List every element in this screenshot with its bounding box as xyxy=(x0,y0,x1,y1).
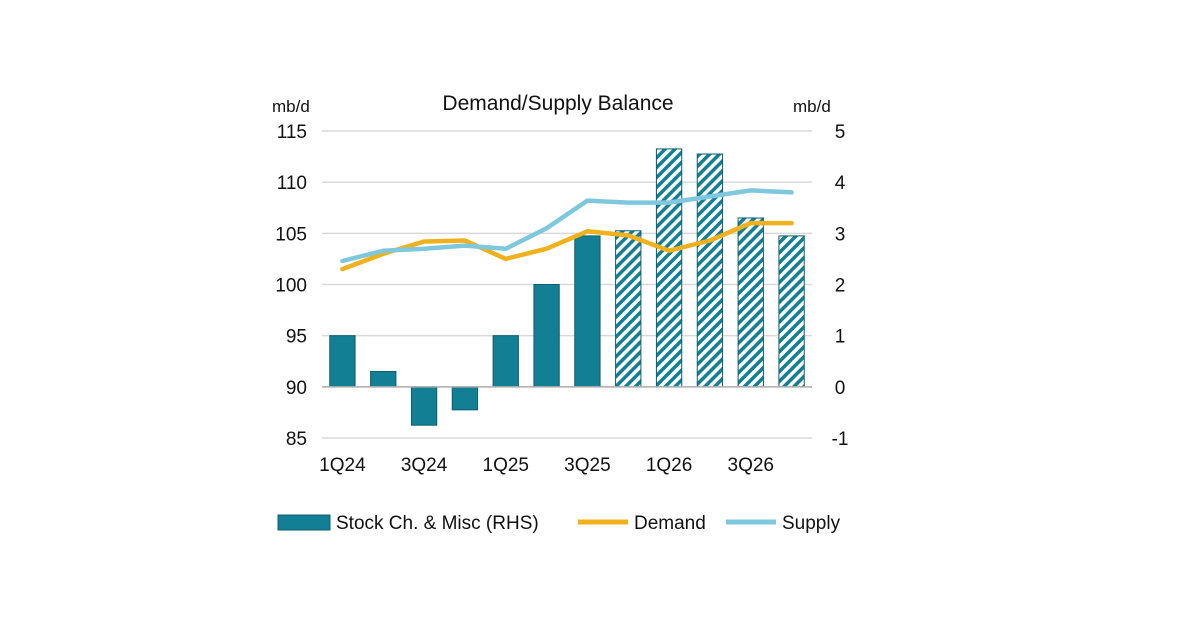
bar-2q26 xyxy=(696,153,724,388)
legend-label-demand: Demand xyxy=(634,513,706,534)
bar-3q24 xyxy=(410,386,438,426)
chart-title: Demand/Supply Balance xyxy=(442,92,673,115)
bar-3q25 xyxy=(574,235,601,388)
right-tick-label: 4 xyxy=(835,173,846,194)
legend: Stock Ch. & Misc (RHS) Demand Supply xyxy=(277,513,841,534)
x-tick-label: 1Q25 xyxy=(483,455,529,476)
x-tick-label: 3Q24 xyxy=(401,455,448,476)
right-tick-label: -1 xyxy=(832,429,849,450)
right-tick-label: 2 xyxy=(835,276,846,297)
left-tick-label: 100 xyxy=(275,276,307,297)
right-tick-label: 5 xyxy=(835,122,846,143)
bar-1q26 xyxy=(655,148,683,388)
left-axis-ticks: 85 90 95 100 105 110 115 xyxy=(275,122,307,450)
series-lines xyxy=(340,188,794,272)
x-tick-label: 3Q26 xyxy=(728,455,774,476)
left-tick-label: 95 xyxy=(286,327,307,348)
bar-1q24 xyxy=(329,335,356,388)
right-tick-label: 1 xyxy=(835,327,846,348)
left-tick-label: 85 xyxy=(286,429,307,450)
x-tick-label: 1Q26 xyxy=(646,455,692,476)
left-tick-label: 115 xyxy=(277,122,307,143)
legend-label-supply: Supply xyxy=(782,513,841,534)
line-supply xyxy=(340,188,794,264)
bar-4q26 xyxy=(778,235,805,388)
bar-4q24 xyxy=(451,386,479,411)
left-axis-unit: mb/d xyxy=(272,97,310,116)
bar-2q25 xyxy=(533,284,560,388)
bar-2q24 xyxy=(370,370,397,388)
bar-1q25 xyxy=(492,335,519,388)
x-tick-label: 3Q25 xyxy=(564,455,610,476)
right-axis-unit: mb/d xyxy=(793,97,831,116)
left-tick-label: 105 xyxy=(275,224,307,245)
legend-label-stock: Stock Ch. & Misc (RHS) xyxy=(336,513,539,534)
right-tick-label: 3 xyxy=(835,224,846,245)
line-demand xyxy=(340,220,794,272)
left-tick-label: 90 xyxy=(286,378,307,399)
x-axis-ticks: 1Q24 3Q24 1Q25 3Q25 1Q26 3Q26 xyxy=(319,455,774,476)
legend-swatch-stock xyxy=(277,514,331,531)
bar-4q25 xyxy=(615,230,642,388)
bars xyxy=(329,148,805,426)
right-tick-label: 0 xyxy=(835,378,846,399)
x-tick-label: 1Q24 xyxy=(319,455,366,476)
bar-3q26 xyxy=(737,217,764,388)
right-axis-ticks: -1 0 1 2 3 4 5 xyxy=(832,122,849,450)
left-tick-label: 110 xyxy=(277,173,307,194)
